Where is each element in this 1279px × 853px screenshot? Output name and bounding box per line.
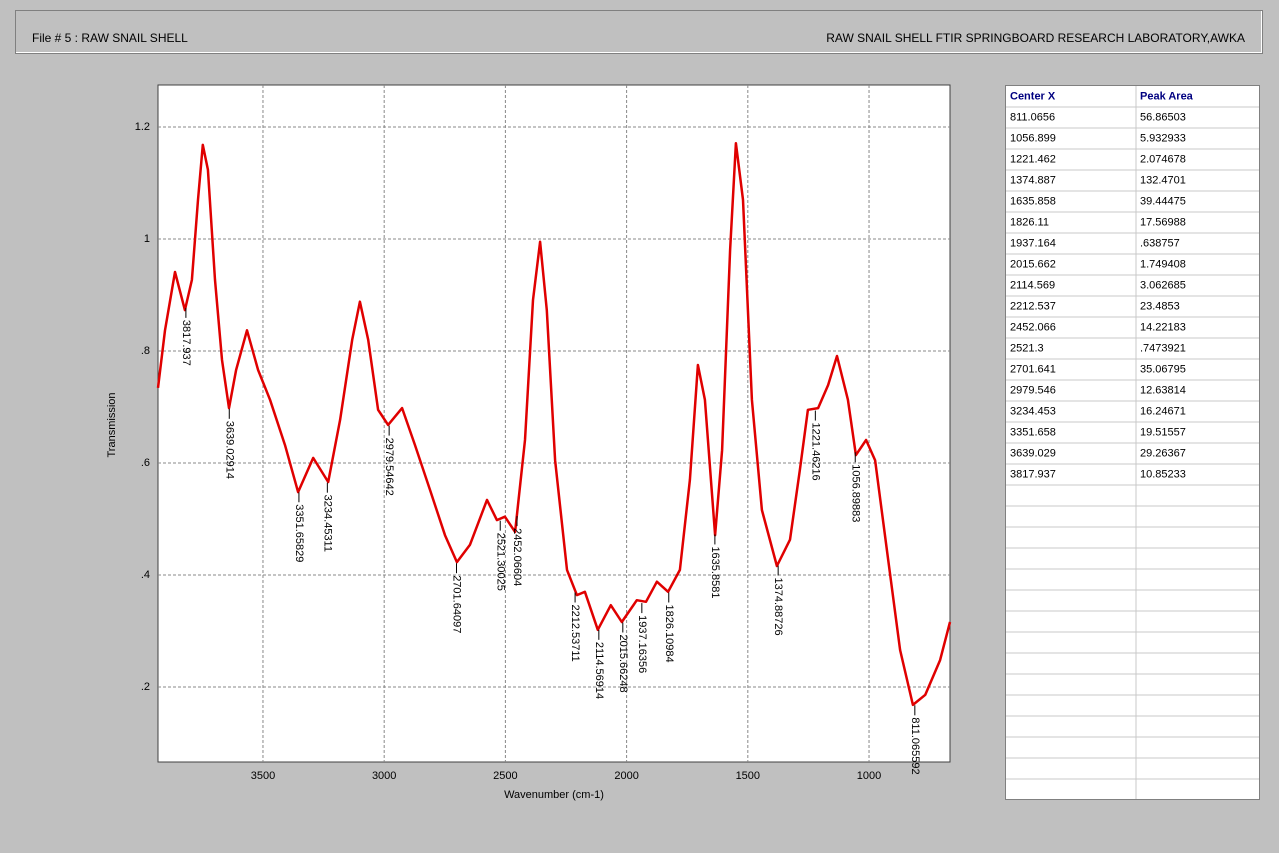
peak-label: 1937.16356 — [636, 615, 648, 673]
y-tick-label: .4 — [141, 569, 150, 581]
header-box — [15, 10, 1263, 54]
table-cell: 1221.462 — [1010, 153, 1056, 165]
table-cell: 2015.662 — [1010, 258, 1056, 270]
table-header: Center X — [1010, 90, 1056, 102]
table-cell: 29.26367 — [1140, 447, 1186, 459]
table-cell: 1056.899 — [1010, 132, 1056, 144]
table-cell: 2114.569 — [1010, 279, 1055, 291]
spectrum-line — [156, 141, 952, 707]
peak-label: 1221.46216 — [809, 423, 821, 481]
table-cell: 132.4701 — [1140, 174, 1186, 186]
peak-label: 3817.937 — [180, 320, 192, 366]
table-cell: 3234.453 — [1010, 405, 1056, 417]
peak-label: 1374.88726 — [772, 578, 784, 636]
peak-label: 2212.53711 — [569, 604, 581, 661]
peak-label: 811.065592 — [909, 717, 921, 774]
table-cell: 2979.546 — [1010, 384, 1056, 396]
table-cell: 14.22183 — [1140, 321, 1186, 333]
table-cell: 2212.537 — [1010, 300, 1056, 312]
table-cell: 811.0656 — [1010, 111, 1055, 123]
y-tick-label: 1 — [144, 233, 150, 245]
peak-label: 2015.66248 — [617, 634, 629, 692]
table-cell: 16.24671 — [1140, 405, 1186, 417]
peak-label: 2114.56914 — [593, 642, 605, 699]
table-cell: 35.06795 — [1140, 363, 1186, 375]
table-cell: 3817.937 — [1010, 468, 1056, 480]
table-cell: 1.749408 — [1140, 258, 1186, 270]
y-tick-label: 1.2 — [135, 121, 150, 133]
table-cell: 1635.858 — [1010, 195, 1056, 207]
table-cell: 2452.066 — [1010, 321, 1056, 333]
table-cell: 3.062685 — [1140, 279, 1186, 291]
table-header: Peak Area — [1140, 90, 1194, 102]
table-cell: 12.63814 — [1140, 384, 1186, 396]
peak-label: 1056.89883 — [849, 464, 861, 522]
table-cell: .638757 — [1140, 237, 1180, 249]
peak-label: 2701.64097 — [451, 575, 463, 633]
y-tick-label: .6 — [141, 457, 150, 469]
header-title: RAW SNAIL SHELL FTIR SPRINGBOARD RESEARC… — [826, 31, 1245, 45]
table-cell: .7473921 — [1140, 342, 1186, 354]
peak-label: 2452.06604 — [511, 528, 523, 586]
x-tick-label: 3000 — [372, 770, 396, 782]
table-cell: 3639.029 — [1010, 447, 1056, 459]
table-cell: 23.4853 — [1140, 300, 1180, 312]
table-cell: 10.85233 — [1140, 468, 1186, 480]
peak-label: 2979.54642 — [383, 438, 395, 496]
table-cell: 56.86503 — [1140, 111, 1186, 123]
peak-label: 1826.10984 — [663, 604, 675, 662]
x-tick-label: 2500 — [493, 770, 517, 782]
table-cell: 19.51557 — [1140, 426, 1186, 438]
table-cell: 1826.11 — [1010, 216, 1049, 228]
table-cell: 2521.3 — [1010, 342, 1044, 354]
peak-label: 2521.30025 — [494, 533, 506, 591]
table-cell: 3351.658 — [1010, 426, 1056, 438]
table-cell: 17.56988 — [1140, 216, 1186, 228]
table-body: Center X Peak Area 811.0656 56.86503 1056.89… — [1006, 86, 1259, 799]
y-tick-label: .8 — [141, 345, 150, 357]
table-cell: 1374.887 — [1010, 174, 1056, 186]
x-tick-label: 1500 — [736, 770, 760, 782]
table-cell: 2701.641 — [1010, 363, 1056, 375]
peak-label: 3234.45311 — [321, 495, 333, 552]
x-tick-label: 3500 — [251, 770, 275, 782]
table-cell: 5.932933 — [1140, 132, 1186, 144]
file-label: File # 5 : RAW SNAIL SHELL — [32, 31, 188, 45]
table-cell: 39.44475 — [1140, 195, 1186, 207]
table-cell: 1937.164 — [1010, 237, 1056, 249]
y-tick-label: .2 — [141, 681, 150, 693]
table-cell: 2.074678 — [1140, 153, 1186, 165]
peak-label: 1635.8581 — [709, 546, 721, 598]
y-axis-label: Transmission — [106, 393, 118, 458]
peak-label: 3639.02914 — [223, 421, 235, 479]
peak-label: 3351.65829 — [293, 504, 305, 562]
x-tick-label: 1000 — [857, 770, 881, 782]
x-axis-label: Wavenumber (cm-1) — [504, 789, 604, 801]
x-tick-label: 2000 — [614, 770, 638, 782]
